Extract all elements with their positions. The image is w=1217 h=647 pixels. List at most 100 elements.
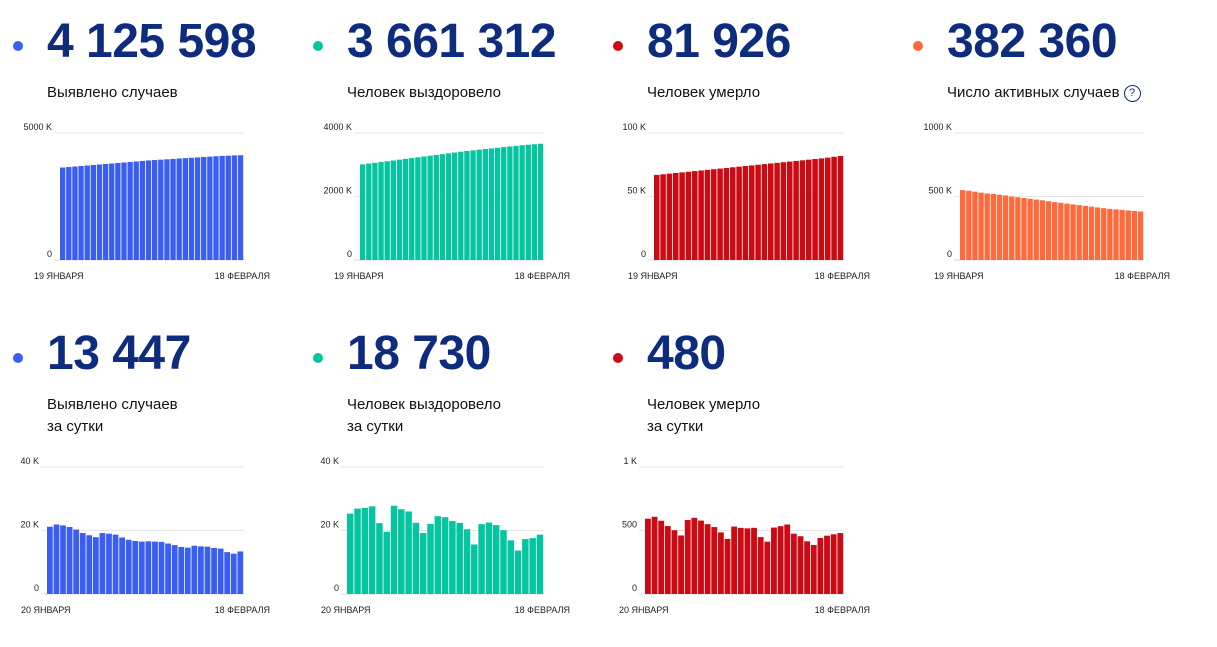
bar[interactable] — [92, 537, 99, 594]
bar[interactable] — [1119, 209, 1125, 260]
bar[interactable] — [445, 153, 452, 260]
bar[interactable] — [717, 168, 723, 260]
bar[interactable] — [405, 511, 412, 594]
bar[interactable] — [78, 166, 84, 260]
bar[interactable] — [744, 528, 751, 594]
bar[interactable] — [522, 539, 529, 594]
bar[interactable] — [666, 173, 673, 260]
bar[interactable] — [109, 163, 115, 260]
bar[interactable] — [492, 525, 500, 594]
bar[interactable] — [673, 173, 679, 260]
bar[interactable] — [488, 148, 495, 260]
bar[interactable] — [412, 522, 420, 594]
bar[interactable] — [799, 160, 806, 260]
bar[interactable] — [784, 524, 791, 594]
bar[interactable] — [106, 533, 112, 594]
bar[interactable] — [531, 144, 538, 260]
bar[interactable] — [219, 155, 225, 260]
bar[interactable] — [1076, 205, 1082, 260]
bar[interactable] — [966, 190, 972, 260]
bar[interactable] — [830, 534, 837, 594]
bar[interactable] — [204, 546, 211, 594]
bar[interactable] — [354, 508, 361, 594]
bar[interactable] — [984, 193, 990, 260]
bar[interactable] — [692, 171, 698, 260]
bar[interactable] — [402, 158, 409, 260]
bar[interactable] — [188, 157, 195, 260]
bar[interactable] — [372, 162, 378, 260]
bar[interactable] — [679, 172, 685, 260]
bar[interactable] — [198, 546, 204, 595]
bar[interactable] — [72, 166, 78, 260]
bar[interactable] — [831, 156, 837, 260]
bar[interactable] — [171, 545, 178, 594]
bar[interactable] — [736, 166, 742, 260]
bar[interactable] — [390, 505, 398, 594]
bar[interactable] — [145, 160, 152, 260]
bar[interactable] — [793, 160, 799, 260]
bar[interactable] — [132, 540, 139, 594]
bar[interactable] — [1094, 207, 1101, 260]
bar[interactable] — [1107, 208, 1113, 260]
bar[interactable] — [1125, 210, 1131, 260]
bar[interactable] — [742, 166, 749, 260]
bar[interactable] — [368, 506, 376, 594]
bar[interactable] — [1009, 196, 1015, 261]
bar[interactable] — [176, 158, 182, 260]
bar[interactable] — [207, 156, 213, 260]
bar[interactable] — [1137, 211, 1144, 260]
bar[interactable] — [361, 507, 369, 594]
bar[interactable] — [79, 533, 86, 594]
bar[interactable] — [825, 157, 831, 260]
bar[interactable] — [158, 541, 165, 594]
bar[interactable] — [178, 547, 185, 594]
bar[interactable] — [194, 157, 201, 260]
bar[interactable] — [225, 155, 231, 260]
bar[interactable] — [771, 527, 777, 594]
bar[interactable] — [230, 553, 237, 594]
bar[interactable] — [797, 536, 804, 594]
bar[interactable] — [529, 538, 536, 594]
bar[interactable] — [158, 159, 164, 260]
bar[interactable] — [691, 517, 698, 594]
bar[interactable] — [396, 159, 403, 260]
bar[interactable] — [86, 535, 93, 594]
bar[interactable] — [165, 543, 171, 594]
bar[interactable] — [217, 548, 224, 594]
bar[interactable] — [1070, 204, 1076, 260]
bar[interactable] — [755, 164, 761, 260]
bar[interactable] — [787, 161, 793, 260]
bar[interactable] — [66, 167, 72, 260]
bar[interactable] — [730, 167, 736, 260]
bar[interactable] — [102, 163, 109, 260]
bar[interactable] — [433, 154, 439, 260]
bar[interactable] — [152, 160, 158, 260]
bar[interactable] — [960, 190, 966, 260]
bar[interactable] — [237, 551, 244, 594]
bar[interactable] — [164, 159, 170, 260]
bar[interactable] — [463, 529, 471, 594]
help-icon[interactable]: ? — [1123, 85, 1141, 102]
bar[interactable] — [119, 537, 125, 594]
bar[interactable] — [724, 538, 731, 594]
bar[interactable] — [660, 174, 666, 260]
bar[interactable] — [514, 550, 522, 595]
bar[interactable] — [390, 160, 396, 260]
bar[interactable] — [1045, 201, 1052, 260]
bar[interactable] — [817, 537, 824, 594]
bar[interactable] — [138, 541, 145, 594]
bar[interactable] — [537, 143, 544, 260]
bar[interactable] — [184, 547, 191, 594]
bar[interactable] — [456, 522, 463, 594]
bar[interactable] — [658, 520, 665, 594]
bar[interactable] — [347, 513, 354, 594]
bar[interactable] — [711, 169, 717, 260]
bar[interactable] — [366, 163, 372, 260]
bar[interactable] — [737, 527, 744, 594]
bar[interactable] — [66, 527, 73, 594]
bar[interactable] — [804, 541, 811, 594]
bar[interactable] — [47, 526, 53, 594]
bar[interactable] — [996, 194, 1003, 260]
bar[interactable] — [654, 174, 660, 260]
bar[interactable] — [1021, 198, 1027, 260]
